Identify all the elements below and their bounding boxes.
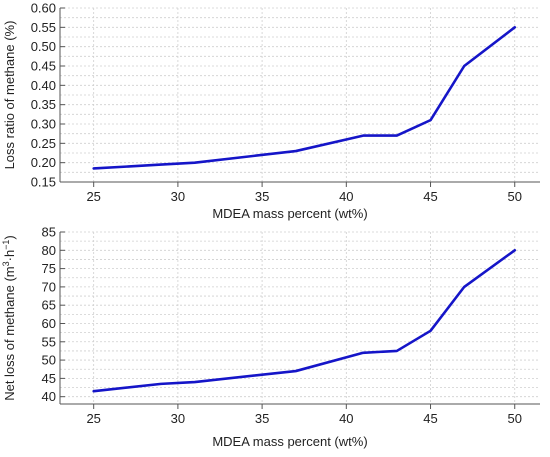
series-line: [92, 249, 517, 393]
x-tick-label: 45: [423, 411, 437, 426]
y-tick-label: 60: [42, 316, 56, 331]
y-tick-label: 0.35: [31, 97, 56, 112]
x-tick-label: 30: [171, 189, 185, 204]
y-tick-label: 55: [42, 334, 56, 349]
x-tick-label: 45: [423, 189, 437, 204]
x-tick-label: 50: [508, 411, 522, 426]
x-tick-label: 30: [171, 411, 185, 426]
y-tick-label: 50: [42, 353, 56, 368]
y-axis-title-part: 3: [1, 261, 11, 266]
x-axis-title: MDEA mass percent (wt%): [212, 206, 367, 221]
y-tick-label: 65: [42, 298, 56, 313]
y-tick-label: 75: [42, 261, 56, 276]
y-axis-title-part: ·h: [2, 250, 17, 262]
y-axis-title-part: Net loss of methane (m: [2, 266, 17, 400]
y-tick-label: 85: [42, 225, 56, 240]
chart-loss-ratio: 0.15 0.20 0.25 0.30 0.35 0.40 0.45 0.50 0.55 0.60…: [2, 1, 540, 221]
y-tick-label: 0.50: [31, 39, 56, 54]
y-tick-label: 0.25: [31, 136, 56, 151]
y-axis-title-part: ): [2, 235, 17, 239]
y-tick-label: 70: [42, 279, 56, 294]
x-tick-label: 35: [255, 189, 269, 204]
x-tick-label: 40: [339, 411, 353, 426]
x-tick-label: 50: [508, 189, 522, 204]
series-line: [92, 26, 517, 170]
x-axis-title: MDEA mass percent (wt%): [212, 434, 367, 449]
y-tick-label: 80: [42, 243, 56, 258]
gridlines: [60, 231, 540, 404]
x-tick-label: 25: [86, 411, 100, 426]
y-tick-label: 0.40: [31, 78, 56, 93]
y-axis-title: Loss ratio of methane (%): [2, 21, 17, 170]
y-tick-label: 0.45: [31, 59, 56, 74]
y-tick-label: 0.20: [31, 155, 56, 170]
y-tick-label: 40: [42, 389, 56, 404]
x-tick-label: 40: [339, 189, 353, 204]
x-tick-label: 35: [255, 411, 269, 426]
gridlines: [60, 7, 540, 183]
y-tick-label: 0.30: [31, 117, 56, 132]
y-tick-label: 0.60: [31, 1, 56, 16]
x-tick-label: 25: [86, 189, 100, 204]
y-tick-label: 0.55: [31, 20, 56, 35]
y-tick-label: 45: [42, 371, 56, 386]
y-tick-label: 0.15: [31, 175, 56, 190]
chart-net-loss: 40 45 50 55 60 65 70 75 80 85 25 30 35 40 45 50 MDEA mas…: [1, 225, 540, 449]
y-axis-title-part: −1: [1, 240, 11, 250]
y-axis-title: Net loss of methane (m3·h−1): [1, 235, 17, 401]
